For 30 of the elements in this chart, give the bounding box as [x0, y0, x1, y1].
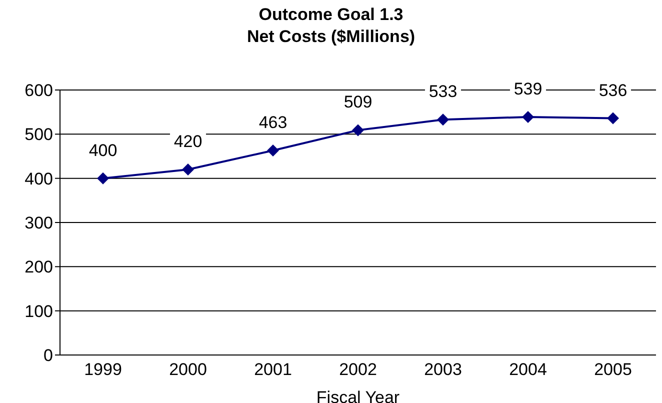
x-tick-label: 2004: [509, 360, 547, 380]
x-tick-label: 2003: [424, 360, 462, 380]
y-tick-label: 300: [24, 214, 53, 233]
point: [97, 172, 109, 184]
data-label: 420: [174, 132, 202, 151]
data-label: 533: [428, 82, 458, 102]
x-tick-label: 2000: [169, 360, 207, 380]
data-label: 509: [344, 92, 372, 112]
data-label: 463: [258, 113, 288, 132]
y-tick-label: 100: [24, 302, 53, 321]
y-tick-label: 200: [24, 258, 53, 277]
x-tick-label: 2002: [339, 360, 377, 380]
data-label: 536: [598, 80, 628, 100]
point: [352, 124, 364, 136]
y-tick-label: 600: [24, 81, 53, 100]
point: [182, 164, 194, 176]
data-label: 400: [88, 140, 118, 160]
point: [437, 114, 449, 126]
data-label: 539: [514, 79, 542, 98]
x-axis-title: Fiscal Year: [316, 388, 400, 403]
y-tick-label: 400: [24, 169, 53, 188]
y-tick-label: 0: [44, 346, 53, 366]
point: [267, 144, 279, 157]
chart-title: Outcome Goal 1.3 Net Costs ($Millions): [246, 4, 416, 48]
point: [607, 112, 619, 124]
point: [522, 110, 534, 123]
x-tick-label: 1999: [84, 360, 122, 380]
y-tick-label: 500: [24, 125, 53, 144]
x-tick-label: 2005: [594, 360, 632, 380]
x-tick-label: 2001: [254, 360, 292, 380]
